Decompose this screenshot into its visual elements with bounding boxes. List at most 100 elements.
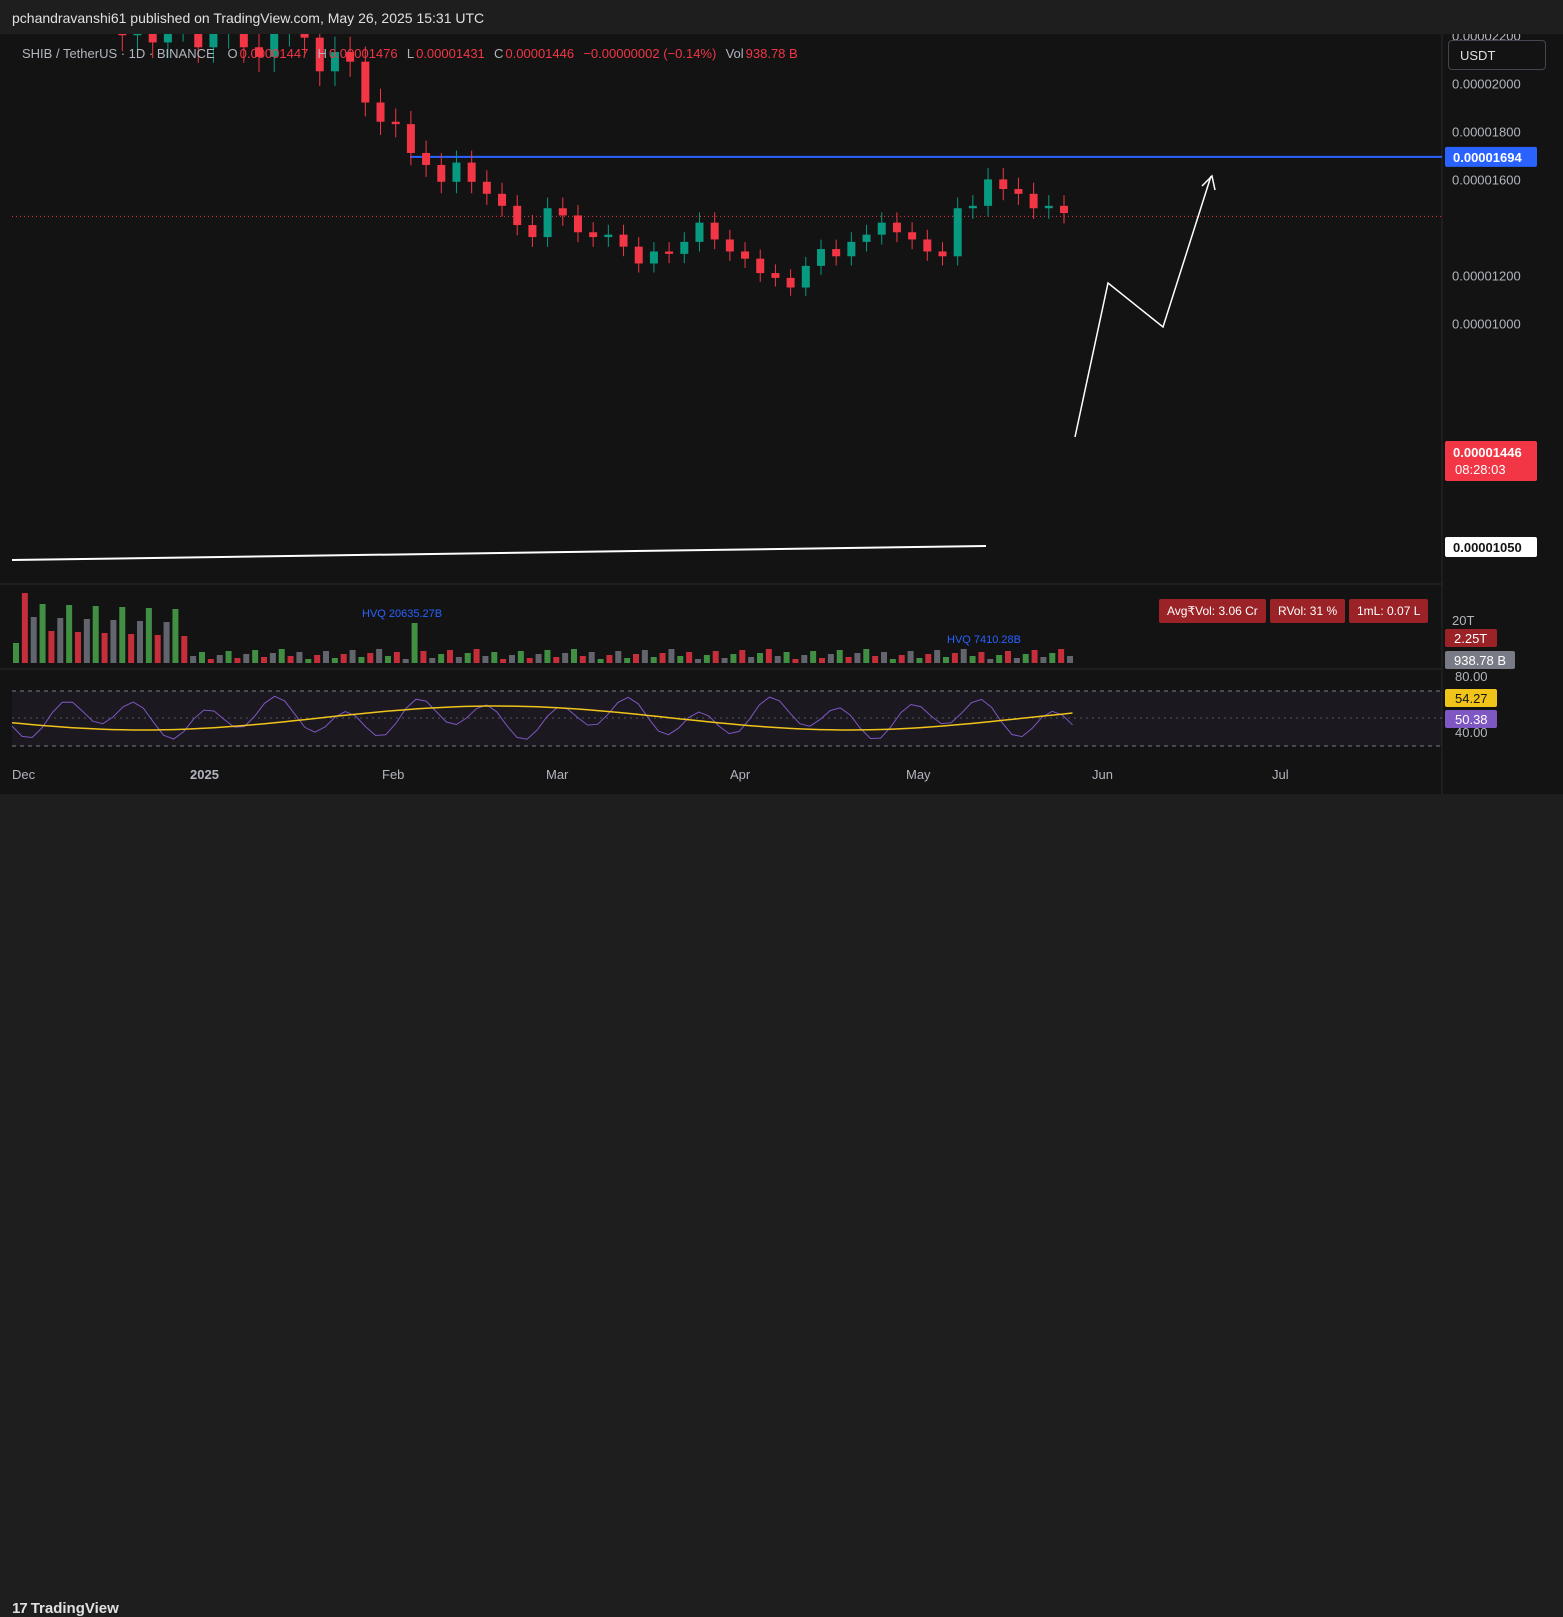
volume-bar <box>30 617 37 663</box>
volume-bar <box>934 650 941 663</box>
volume-bar <box>571 649 577 663</box>
volume-bar <box>48 631 55 663</box>
x-tick-5: May <box>906 767 931 782</box>
volume-bar <box>783 652 790 663</box>
candle-body <box>1014 189 1023 194</box>
x-tick-1: 2025 <box>190 767 219 782</box>
rsi-tag-bg <box>1445 710 1497 728</box>
close-label: C <box>494 46 504 61</box>
low-value: 0.00001431 <box>416 46 485 61</box>
currency-button[interactable]: USDT <box>1448 40 1546 70</box>
volume-bar <box>978 652 985 663</box>
volume-bar <box>677 656 684 663</box>
volume-bar <box>500 659 507 663</box>
volume-bar <box>21 593 28 663</box>
candle-body <box>984 179 993 206</box>
candle-body <box>756 258 765 274</box>
volume-bar <box>819 658 825 663</box>
candle-body <box>422 152 431 165</box>
volume-bar <box>579 656 586 663</box>
candle-body <box>255 47 264 57</box>
rsi-value-tag: 54.27 <box>1455 691 1488 706</box>
volume-bar <box>491 652 498 663</box>
volume-bar <box>827 654 834 663</box>
price-tick-6: 0.00001800 <box>1452 124 1521 139</box>
volume-bar <box>207 659 214 663</box>
volume-bar <box>898 655 905 663</box>
volume-bar <box>748 657 755 663</box>
volume-bar <box>420 651 427 663</box>
candle-body <box>482 181 491 194</box>
candle-body <box>513 205 522 226</box>
top-bar: pchandravanshi61 published on TradingVie… <box>0 0 1563 34</box>
volume-bar <box>128 634 135 663</box>
volume-bar <box>66 605 73 663</box>
volume-bar <box>402 659 409 663</box>
volume-bar <box>181 636 188 663</box>
candle-body <box>209 34 218 48</box>
candle-body <box>741 251 750 259</box>
volume-bar <box>650 657 657 663</box>
volume-bar <box>145 608 152 663</box>
open-value: 0.00001447 <box>239 46 309 61</box>
candle-body <box>118 34 127 36</box>
candle-body <box>163 34 172 43</box>
tradingview-logo[interactable]: 17 TradingView <box>12 1600 119 1617</box>
volume-bar <box>358 657 365 663</box>
volume-bar <box>216 655 223 663</box>
volume-bar <box>668 649 675 663</box>
hvq-annotation-2: HVQ 7410.28B <box>947 634 1021 646</box>
volume-bar <box>686 652 693 663</box>
volume-bar <box>225 651 232 663</box>
hvq-annotation-1: HVQ 20635.27B <box>362 608 443 620</box>
rsi-level-80: 80.00 <box>1455 669 1488 684</box>
volume-bar <box>252 650 259 663</box>
volume-bar <box>517 651 524 663</box>
volume-bar <box>137 621 143 663</box>
volume-bar <box>83 619 90 663</box>
low-label: L <box>406 46 415 61</box>
volume-bar <box>92 606 99 663</box>
candle-body <box>498 193 507 206</box>
volume-tag-a: 2.25T <box>1454 631 1487 646</box>
volume-bar <box>314 655 321 663</box>
volume-bar <box>641 650 648 663</box>
volume-bar <box>712 651 719 663</box>
candle-body <box>953 208 962 257</box>
rsi-ma-tag-bg <box>1445 689 1497 707</box>
volume-bar <box>1013 658 1020 663</box>
vol-label: Vol <box>725 46 744 61</box>
x-tick-6: Jun <box>1092 767 1113 782</box>
volume-bar <box>863 649 870 663</box>
volume-bar <box>854 653 861 663</box>
candle-body <box>832 249 841 257</box>
volume-bar <box>845 657 852 663</box>
volume-bar <box>57 618 64 663</box>
volume-bar <box>1058 649 1065 663</box>
chart-frame[interactable]: 0.000030000.000028000.000026000.00002400… <box>0 34 1563 794</box>
volume-bar <box>925 654 932 663</box>
candle-body <box>589 232 598 238</box>
x-tick-0: Dec <box>12 767 36 782</box>
candle-body <box>148 34 157 43</box>
chart-svg[interactable]: 0.000030000.000028000.000026000.00002400… <box>0 34 1563 794</box>
volume-bar <box>889 659 896 663</box>
volume-bar <box>13 643 19 663</box>
candle-body <box>649 251 658 264</box>
rsi-ma-value-tag: 50.38 <box>1455 712 1488 727</box>
blue-level-tag-bg <box>1445 146 1537 167</box>
volume-bar <box>163 622 170 663</box>
volume-bar <box>376 649 383 663</box>
volume-bar <box>721 658 728 663</box>
volume-bar <box>482 656 489 663</box>
candle-body <box>194 34 203 48</box>
volume-bar <box>331 658 338 663</box>
candle-body <box>573 215 582 233</box>
volume-bar <box>544 650 551 663</box>
volume-bar <box>154 635 161 663</box>
candle-body <box>847 241 856 257</box>
volume-bar <box>340 654 347 663</box>
candle-body <box>346 52 355 62</box>
x-tick-2: Feb <box>382 767 404 782</box>
candle-body <box>725 239 734 252</box>
